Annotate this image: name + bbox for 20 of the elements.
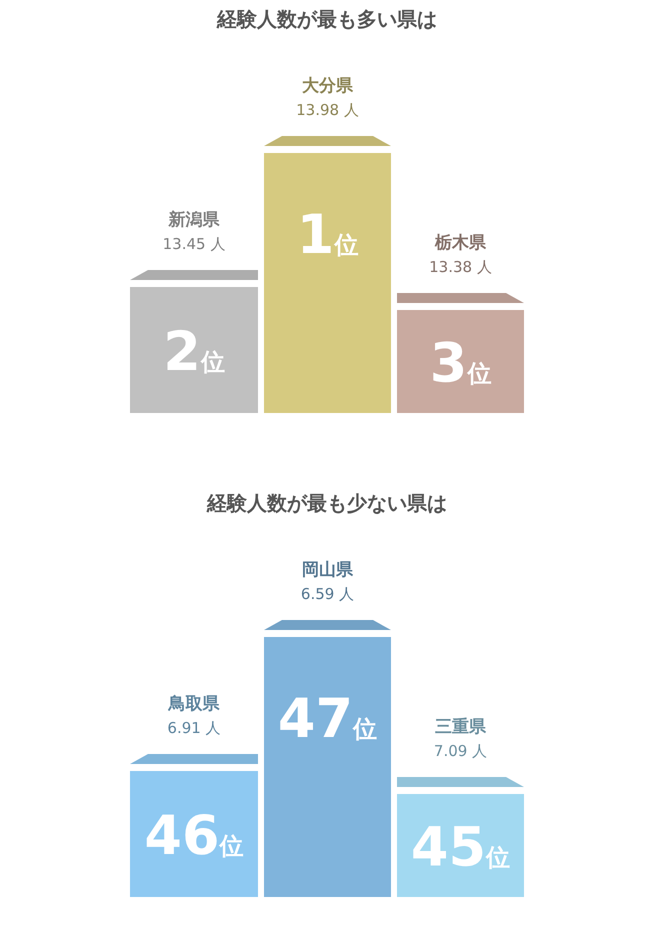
category-label: 三重県 — [435, 717, 487, 737]
category-label: 岡山県 — [302, 560, 354, 580]
data-label: 7.09 人 — [434, 742, 488, 760]
text: 1位 — [296, 203, 358, 266]
text: 46位 — [144, 804, 244, 867]
data-label: 13.98 人 — [296, 101, 359, 119]
text: 47位 — [278, 687, 378, 750]
category-label: 大分県 — [302, 76, 354, 96]
data-label: 6.91 人 — [167, 719, 221, 737]
category-label: 新潟県 — [168, 210, 220, 230]
text: 45位 — [410, 816, 510, 878]
text: 2位 — [163, 320, 225, 383]
data-label: 13.38 人 — [429, 258, 492, 276]
text: 経験人数が最も少ない県は — [206, 491, 447, 515]
data-label: 6.59 人 — [300, 585, 354, 603]
text: 経験人数が最も多い県は — [216, 7, 437, 31]
category-label: 鳥取県 — [168, 694, 220, 714]
category-label: 栃木県 — [434, 233, 487, 253]
text: 3位 — [430, 332, 492, 394]
data-label: 13.45 人 — [162, 235, 226, 253]
